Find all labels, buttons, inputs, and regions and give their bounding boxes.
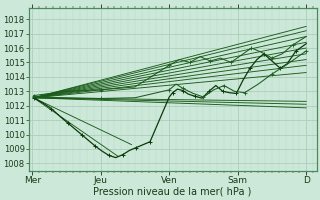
X-axis label: Pression niveau de la mer( hPa ): Pression niveau de la mer( hPa ) <box>93 187 252 197</box>
